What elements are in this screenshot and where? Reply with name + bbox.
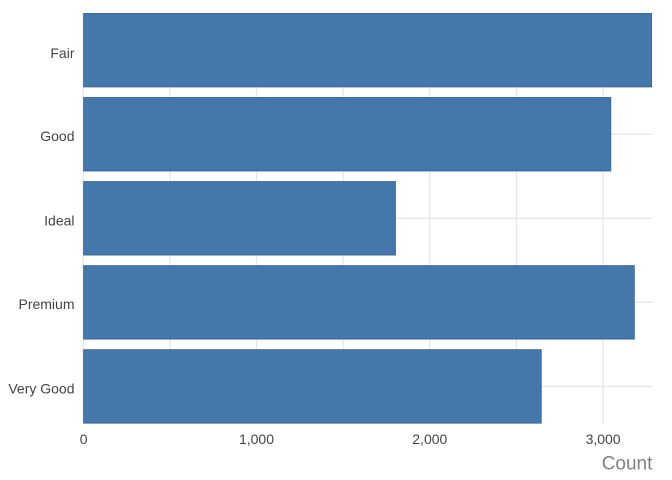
svg-text:Ideal: Ideal [44, 212, 74, 228]
svg-text:Premium: Premium [18, 296, 74, 312]
svg-text:1,000: 1,000 [239, 431, 274, 447]
svg-text:Fair: Fair [50, 45, 74, 61]
svg-text:Very Good: Very Good [8, 381, 74, 397]
svg-text:Count: Count [602, 453, 653, 474]
svg-text:0: 0 [80, 431, 88, 447]
svg-text:Good: Good [40, 128, 74, 144]
svg-text:2,000: 2,000 [412, 431, 447, 447]
svg-text:3,000: 3,000 [586, 431, 621, 447]
